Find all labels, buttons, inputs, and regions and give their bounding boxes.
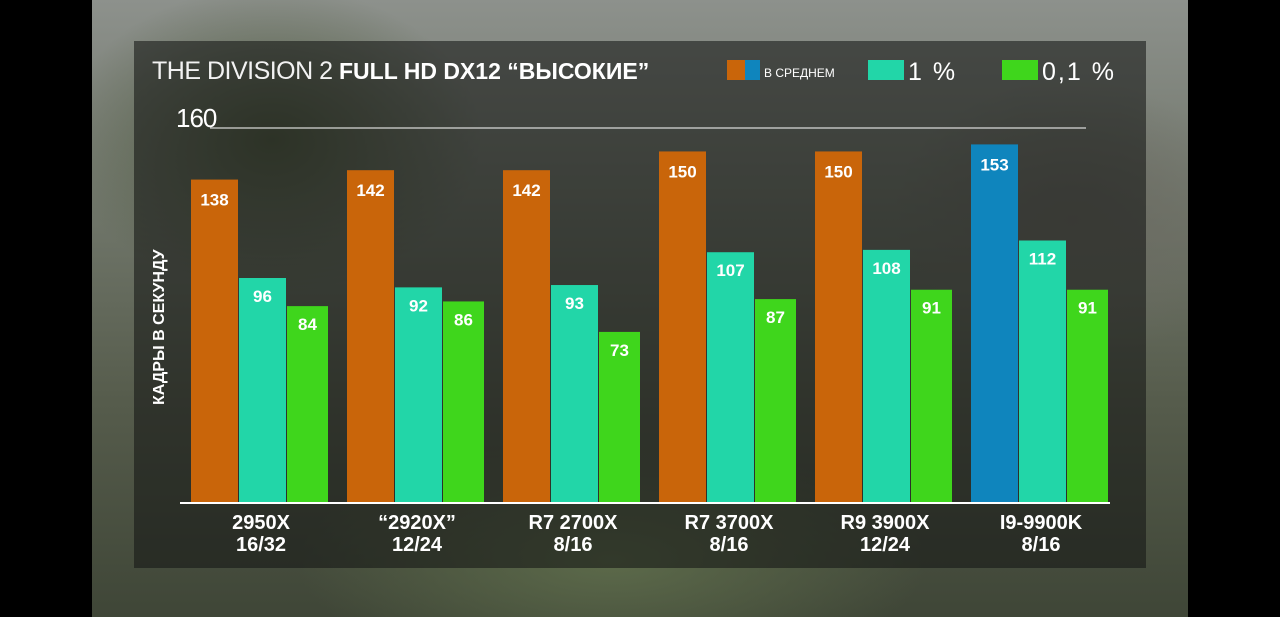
bar-value-label: 92 [409,296,428,315]
bar-01pct [599,331,640,503]
bar-avg [971,144,1018,503]
bar-value-label: 91 [1078,299,1097,318]
bar-value-label: 142 [356,181,384,200]
bar-value-label: 150 [668,162,696,181]
bar-01pct [911,289,952,503]
bar-01pct [1067,289,1108,503]
bar-value-label: 112 [1029,250,1056,269]
bar-avg [347,170,394,503]
y-axis-label: КАДРЫ В СЕКУНДУ [151,248,168,405]
legend-label-avg: В СРЕДНЕМ [764,66,835,80]
bar-avg [503,170,550,503]
x-tick-label-cpu: 2950X [232,512,290,534]
x-tick-label-cpu: R7 3700X [685,512,775,534]
legend-label-01pct: 0,1 % [1042,58,1116,86]
x-tick-label-threads: 8/16 [1022,534,1061,556]
bar-value-label: 153 [980,155,1008,174]
x-tick-label-cpu: R7 2700X [529,512,619,534]
legend-swatch-avg-highlight [745,60,760,80]
legend: В СРЕДНЕМ 1 % 0,1 % [727,58,1116,86]
bar-value-label: 142 [512,181,540,200]
bar-1pct [707,252,754,503]
legend-label-1pct: 1 % [908,58,957,86]
bar-value-label: 84 [298,315,317,334]
x-tick-label-threads: 12/24 [860,534,911,556]
bar-1pct [863,249,910,503]
bar-01pct [755,299,796,503]
bar-value-label: 138 [200,191,228,210]
bar-value-label: 108 [872,259,900,278]
bar-value-label: 93 [565,294,584,313]
x-tick-label-threads: 12/24 [392,534,443,556]
bar-value-label: 91 [922,299,941,318]
legend-swatch-avg [727,60,745,80]
x-tick-label-threads: 16/32 [236,534,286,556]
x-tick-label-cpu: I9-9900K [1000,512,1083,534]
bar-1pct [239,278,286,503]
bar-1pct [395,287,442,503]
x-tick-label-threads: 8/16 [710,534,749,556]
bar-value-label: 107 [716,261,744,280]
bar-value-label: 73 [610,341,629,360]
bars-group: 138 96 84 142 92 86 142 93 73 150 107 87 150 108 91 153… [191,144,1108,503]
chart-title: THE DIVISION 2 FULL HD DX12 “ВЫСОКИЕ” [152,57,649,85]
bar-value-label: 87 [766,308,785,327]
bar-value-label: 150 [824,162,852,181]
bar-01pct [287,306,328,503]
x-tick-label-cpu: R9 3900X [841,512,931,534]
bar-1pct [551,285,598,503]
bar-avg [659,151,706,503]
x-tick-label-cpu: “2920X” [378,512,456,534]
x-tick-label-threads: 8/16 [554,534,593,556]
bar-value-label: 86 [454,310,473,329]
legend-swatch-01pct [1002,60,1038,80]
bar-value-label: 96 [253,287,272,306]
legend-swatch-1pct [868,60,904,80]
bar-avg [191,179,238,503]
bar-1pct [1019,240,1066,503]
bar-01pct [443,301,484,503]
bar-avg [815,151,862,503]
